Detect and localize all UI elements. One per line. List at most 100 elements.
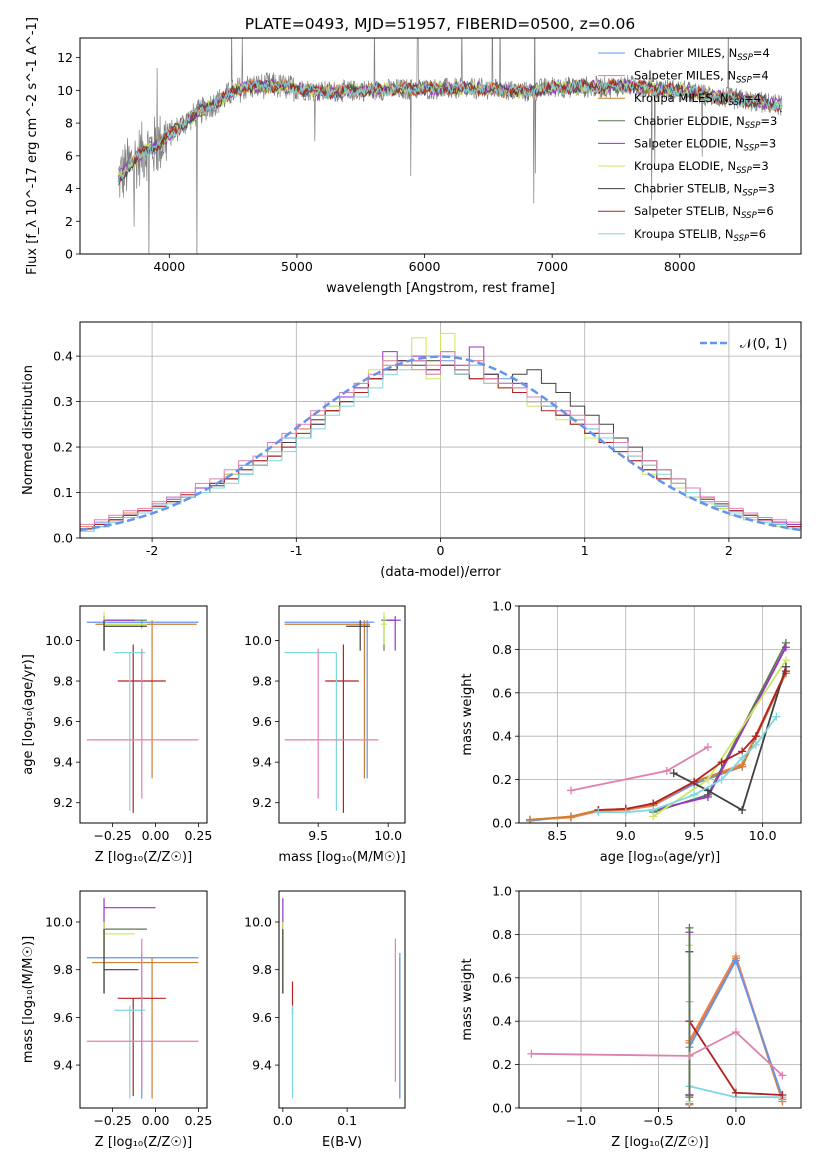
x-tick-label: 0.00 <box>142 828 170 843</box>
y-axis-label: mass [log₁₀(M/M☉)] <box>21 936 36 1063</box>
x-axis-label: wavelength [Angstrom, rest frame] <box>326 281 555 296</box>
figure-title: PLATE=0493, MJD=51957, FIBERID=0500, z=0… <box>245 15 635 33</box>
weight-marker <box>703 743 712 752</box>
weight-marker <box>703 775 712 784</box>
weight-marker <box>731 956 740 965</box>
y-tick-label: 9.4 <box>252 755 272 770</box>
x-tick-label: -1 <box>290 543 302 558</box>
legend-label: Kroupa STELIB, NSSP=6 <box>634 227 766 244</box>
x-tick-label: 9.5 <box>684 828 704 843</box>
x-tick-label: 0.25 <box>184 1113 212 1128</box>
x-tick-label: 0.0 <box>273 1113 293 1128</box>
x-tick-label: 0.1 <box>337 1113 357 1128</box>
legend-label: Chabrier ELODIE, NSSP=3 <box>634 114 777 131</box>
age-vs-mass-panel: 9.5 10.0 9.2 9.4 9.6 9.8 10.0 mass [log₁₀(M/M☉)… <box>244 605 406 865</box>
weight-vs-age-plot-area <box>525 638 790 823</box>
spectrum-model-line <box>117 78 783 186</box>
weight-marker <box>717 758 726 767</box>
x-axis-label: E(B-V) <box>322 1135 362 1150</box>
axes-frame <box>79 605 208 824</box>
y-tick-label: 0.6 <box>492 970 512 985</box>
weight-marker <box>685 1093 694 1102</box>
y-tick-label: 9.6 <box>252 714 272 729</box>
y-tick-label: 0 <box>65 247 73 262</box>
residuals-plot-area <box>80 332 801 538</box>
y-axis-label: mass weight <box>460 958 475 1040</box>
mass-vs-Z-panel: −0.25 0.00 0.25 9.4 9.6 9.8 10.0 Z [log₁₀(Z/Z☉)… <box>21 890 212 1150</box>
weight-marker <box>738 762 747 771</box>
x-tick-label: 0.00 <box>142 1113 170 1128</box>
x-tick-label: 9.0 <box>616 828 636 843</box>
legend-label: Salpeter ELODIE, NSSP=3 <box>634 136 776 153</box>
weight-marker <box>669 769 678 778</box>
y-tick-label: 12 <box>57 50 73 65</box>
weight-marker <box>594 808 603 817</box>
weight-marker <box>527 1049 536 1058</box>
y-tick-label: 0.8 <box>492 642 512 657</box>
x-tick-label: −0.5 <box>643 1113 673 1128</box>
weight-marker <box>567 812 576 821</box>
y-tick-label: 8 <box>65 116 73 131</box>
y-tick-label: 9.2 <box>53 795 73 810</box>
y-axis-label: Flux [f_λ 10^-17 erg cm^-2 s^-1 A^-1] <box>25 17 40 275</box>
y-tick-label: 0.3 <box>53 394 73 409</box>
y-tick-label: 9.2 <box>252 795 272 810</box>
weight-marker <box>685 923 694 932</box>
x-tick-label: −1.0 <box>566 1113 596 1128</box>
y-tick-label: 1.0 <box>492 599 512 614</box>
weight-line <box>598 670 787 811</box>
legend-label: Chabrier STELIB, NSSP=3 <box>634 182 775 199</box>
legend-label: 𝒩(0, 1) <box>740 337 787 352</box>
age-vs-Z-panel: −0.25 0.00 0.25 9.2 9.4 9.6 9.8 10.0 Z [log₁₀(Z/… <box>21 605 212 865</box>
mass-vs-EBV-plot-area <box>282 898 401 1099</box>
x-tick-label: 0.25 <box>184 828 212 843</box>
y-tick-label: 0.4 <box>492 1014 512 1029</box>
mass-vs-EBV-panel: 0.0 0.1 9.4 9.6 9.8 10.0 E(B-V) <box>244 890 406 1150</box>
y-tick-label: 9.8 <box>53 674 73 689</box>
x-tick-label: 2 <box>725 543 733 558</box>
axes-frame <box>278 890 406 1109</box>
legend-label: Kroupa ELODIE, NSSP=3 <box>634 159 769 176</box>
x-axis-label: Z [log₁₀(Z/Z☉)] <box>95 850 192 865</box>
weight-vs-Z-plot-area <box>527 923 787 1108</box>
axes-frame <box>518 890 802 1109</box>
x-tick-label: 1 <box>581 543 589 558</box>
weight-marker <box>751 740 760 749</box>
weight-line <box>531 1030 784 1077</box>
normal-curve <box>80 355 801 532</box>
y-tick-label: 9.8 <box>53 962 73 977</box>
y-tick-label: 0.4 <box>53 349 73 364</box>
y-tick-label: 0.8 <box>492 927 512 942</box>
x-tick-label: 0.0 <box>726 1113 746 1128</box>
weight-vs-Z-panel: −1.0 −0.5 0.0 0.0 0.2 0.4 0.6 0.8 1.0 Z [log₁₀(Z/… <box>460 884 802 1150</box>
weight-line <box>598 716 778 813</box>
weight-marker <box>738 753 747 762</box>
x-tick-label: 9.5 <box>308 828 328 843</box>
x-axis-label: Z [log₁₀(Z/Z☉)] <box>611 1135 708 1150</box>
y-tick-label: 0.0 <box>53 531 73 546</box>
x-tick-label: 0 <box>437 543 445 558</box>
x-tick-label: −0.25 <box>93 828 131 843</box>
y-axis-label: age [log₁₀(age/yr)] <box>21 654 36 775</box>
y-tick-label: 10 <box>57 83 73 98</box>
y-tick-label: 0.2 <box>53 440 73 455</box>
x-tick-label: -2 <box>146 543 158 558</box>
weight-marker <box>567 786 576 795</box>
x-axis-label: mass [log₁₀(M/M☉)] <box>278 850 405 865</box>
weight-vs-age-panel: 8.5 9.0 9.5 10.0 0.0 0.2 0.4 0.6 0.8 1.0 age [log₁… <box>460 599 802 865</box>
y-tick-label: 9.6 <box>252 1010 272 1025</box>
spectrum-legend: Chabrier MILES, NSSP=4 Salpeter MILES, NS… <box>598 46 777 244</box>
weight-marker <box>781 643 790 652</box>
y-tick-label: 9.6 <box>53 1010 73 1025</box>
axes-frame <box>79 890 208 1109</box>
x-tick-label: 6000 <box>409 259 441 274</box>
weight-marker <box>781 667 790 676</box>
x-tick-label: 5000 <box>281 259 313 274</box>
axes-frame <box>518 605 802 824</box>
y-tick-label: 9.6 <box>53 714 73 729</box>
y-tick-label: 10.0 <box>244 633 272 648</box>
y-tick-label: 0.2 <box>492 1057 512 1072</box>
y-tick-label: 0.0 <box>492 1101 512 1116</box>
weight-marker <box>685 1051 694 1060</box>
